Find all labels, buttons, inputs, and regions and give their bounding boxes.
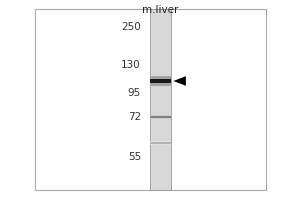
Text: 55: 55	[128, 152, 141, 162]
FancyBboxPatch shape	[150, 142, 171, 144]
FancyBboxPatch shape	[150, 9, 171, 190]
Text: 250: 250	[121, 22, 141, 32]
FancyBboxPatch shape	[150, 76, 171, 86]
Text: 72: 72	[128, 112, 141, 122]
Polygon shape	[173, 76, 186, 86]
Text: 95: 95	[128, 88, 141, 98]
FancyBboxPatch shape	[150, 116, 171, 118]
FancyBboxPatch shape	[150, 141, 171, 145]
FancyBboxPatch shape	[150, 79, 171, 83]
Text: 130: 130	[121, 60, 141, 70]
FancyBboxPatch shape	[34, 9, 266, 190]
Text: m.liver: m.liver	[142, 5, 179, 15]
FancyBboxPatch shape	[150, 115, 171, 119]
